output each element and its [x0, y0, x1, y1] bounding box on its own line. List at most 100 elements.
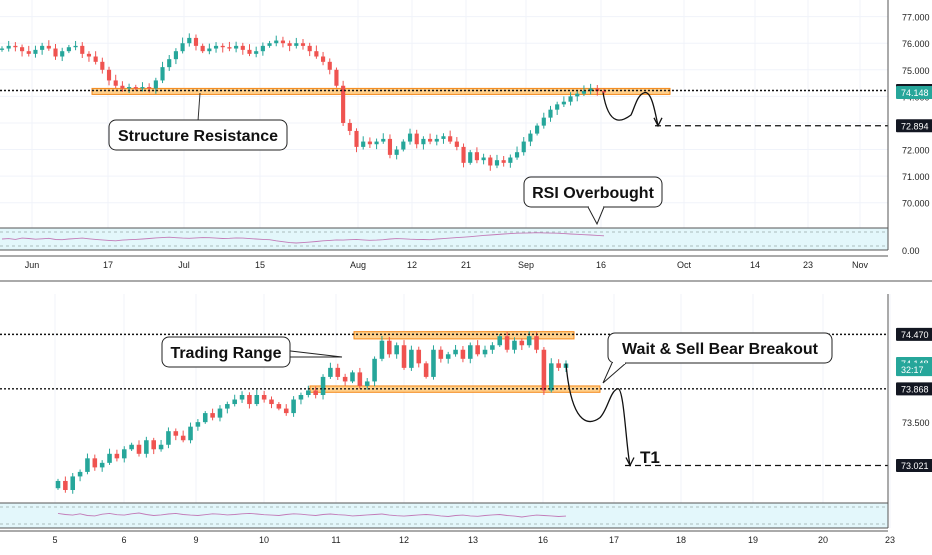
candle: [595, 88, 600, 92]
rsi-tick-label: 0.00: [902, 246, 920, 256]
candle: [528, 133, 533, 142]
date-tick-label: 20: [818, 535, 828, 545]
price-tick-label: 76.000: [902, 39, 930, 49]
candle: [428, 138, 433, 142]
candle: [247, 49, 252, 54]
candle: [475, 345, 480, 355]
candle: [220, 45, 225, 48]
candle: [306, 390, 311, 395]
candle: [261, 395, 267, 400]
candle: [342, 376, 348, 382]
candle: [320, 376, 326, 395]
price-label-box: [896, 327, 932, 341]
candle: [210, 413, 215, 418]
candle: [575, 93, 580, 97]
price-tick-label: 77.000: [902, 13, 930, 23]
date-tick-label: 18: [676, 535, 686, 545]
candle: [86, 53, 92, 57]
candle: [501, 160, 506, 163]
candle: [379, 340, 385, 359]
candle: [254, 51, 259, 54]
candle: [85, 458, 90, 472]
candle: [140, 87, 145, 89]
candle: [561, 101, 566, 105]
candle: [127, 87, 132, 89]
candle: [497, 336, 503, 346]
candle: [202, 413, 208, 423]
date-tick-label: Aug: [350, 260, 366, 270]
candle: [53, 48, 58, 57]
date-tick-label: 16: [596, 260, 606, 270]
candle: [526, 336, 532, 346]
candle: [512, 340, 517, 350]
candle: [535, 125, 540, 134]
candle: [121, 449, 127, 459]
candle: [153, 80, 158, 89]
candle: [26, 51, 31, 54]
candle: [441, 136, 446, 139]
candle: [521, 141, 526, 153]
candle: [534, 336, 539, 350]
date-tick-label: 16: [538, 535, 548, 545]
candle: [147, 87, 152, 89]
candle: [298, 395, 304, 400]
candle: [482, 349, 488, 355]
price-label-box: [896, 382, 932, 396]
candle: [381, 138, 386, 142]
candle: [494, 160, 500, 166]
date-tick-label: Sep: [518, 260, 534, 270]
candle: [280, 40, 286, 44]
candle: [291, 399, 296, 414]
price-label-box: [896, 458, 932, 472]
date-tick-label: 5: [52, 535, 57, 545]
bear-breakout-callout: Wait & Sell Bear Breakout: [602, 332, 833, 384]
candle: [13, 45, 18, 48]
candle: [588, 88, 593, 92]
candle: [254, 395, 260, 405]
candle: [160, 67, 165, 81]
candle: [601, 91, 607, 93]
candle: [200, 45, 205, 52]
price-tick-label: 73.500: [902, 418, 930, 428]
candle: [188, 426, 193, 441]
candle: [541, 349, 547, 391]
date-tick-label: 6: [121, 535, 126, 545]
candle: [217, 408, 223, 418]
rsi-overbought-callout: RSI Overbought: [523, 176, 663, 226]
candle: [267, 43, 272, 46]
candle: [274, 40, 279, 44]
candle: [401, 141, 406, 150]
candle: [361, 141, 366, 147]
candle: [247, 395, 252, 405]
date-tick-label: 17: [103, 260, 113, 270]
candle: [99, 462, 105, 468]
candle: [423, 363, 429, 377]
candle: [354, 130, 359, 147]
zone-band: [353, 331, 575, 340]
price-label: 72.894: [901, 121, 929, 131]
date-tick-label: 12: [399, 535, 409, 545]
candle: [60, 51, 65, 57]
date-tick-label: 10: [259, 535, 269, 545]
candle: [106, 69, 112, 81]
candle: [63, 480, 68, 490]
candle: [448, 136, 453, 142]
date-tick-label: Jun: [25, 260, 40, 270]
candle: [519, 340, 525, 346]
price-label: 74.470: [901, 330, 929, 340]
candle: [113, 80, 118, 86]
rsi-layer: [0, 227, 888, 529]
date-tick-label: 12: [407, 260, 417, 270]
candle: [372, 358, 377, 382]
candle: [240, 45, 245, 50]
candle: [488, 157, 493, 166]
price-label-box: [896, 363, 932, 377]
candle: [283, 408, 289, 414]
price-tick-label: 71.000: [902, 172, 930, 182]
candle: [46, 45, 51, 49]
candle: [232, 399, 237, 405]
candle: [387, 138, 393, 155]
price-label: 74.148: [901, 88, 929, 98]
date-tick-label: 23: [885, 535, 895, 545]
